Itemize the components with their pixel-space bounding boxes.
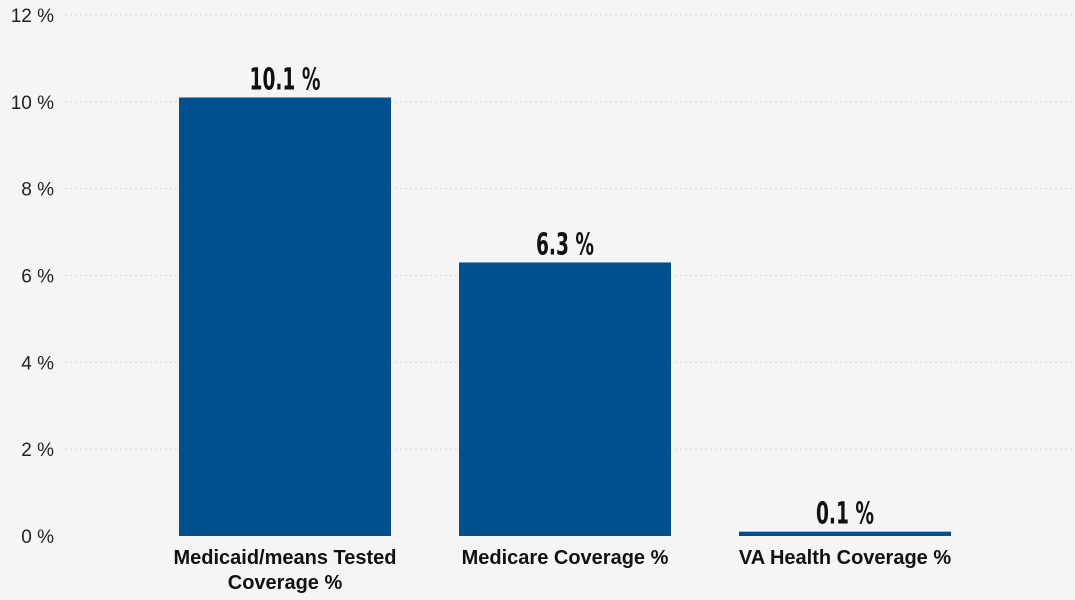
bars [179,97,951,536]
data-label: 6.3 % [536,227,594,262]
y-tick-label: 6 % [21,267,54,288]
y-tick-label: 4 % [21,353,54,374]
bar [179,97,391,536]
y-tick-label: 12 % [11,6,54,27]
y-tick-label: 0 % [21,527,54,548]
data-labels: 10.1 % 6.3 % 0.1 % [250,62,874,531]
bar [459,262,671,536]
data-label: 0.1 % [816,496,874,531]
y-tick-label: 8 % [21,180,54,201]
y-tick-label: 2 % [21,440,54,461]
category-label: Medicaid/means Tested [173,547,396,569]
category-label: Coverage % [228,572,343,594]
data-label: 10.1 % [250,62,321,97]
y-tick-label: 10 % [11,93,54,114]
bar [739,531,951,536]
category-label: Medicare Coverage % [462,547,669,569]
y-axis-tick-labels: 0 % 2 % 4 % 6 % 8 % 10 % 12 % [11,6,54,548]
x-axis-category-labels: Medicaid/means Tested Coverage % Medicare … [173,547,951,594]
category-label: VA Health Coverage % [739,547,952,569]
